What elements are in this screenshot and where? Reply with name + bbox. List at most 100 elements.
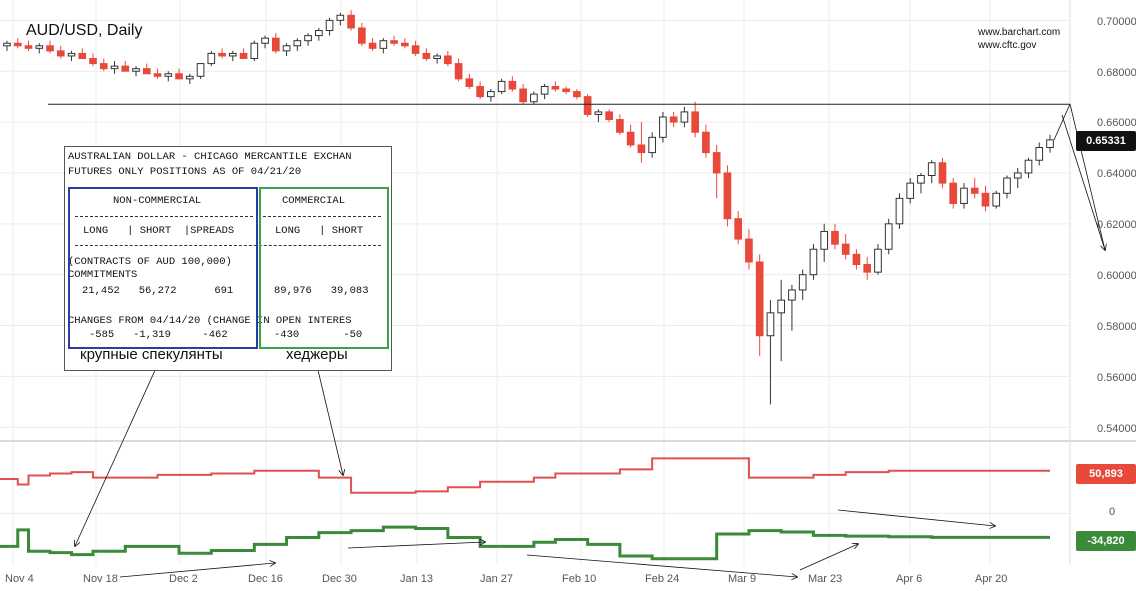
candle-body: [185, 75, 194, 80]
cot-report-panel: AUSTRALIAN DOLLAR - CHICAGO MERCANTILE E…: [64, 146, 392, 371]
price-tick: 0.56000: [1097, 372, 1136, 384]
cot-commercial-line: [0, 457, 1050, 494]
candle-body: [906, 182, 915, 199]
price-tick: 0.58000: [1097, 321, 1136, 333]
candle-body: [702, 131, 710, 154]
date-tick: Dec 16: [248, 573, 283, 585]
candle-body: [325, 19, 334, 32]
candle-body: [788, 289, 796, 301]
candle-body: [540, 85, 549, 95]
candle-body: [228, 52, 237, 57]
annotation-arrow: [75, 365, 158, 546]
candle-body: [476, 85, 484, 98]
candle-body: [336, 14, 345, 21]
candle-body: [874, 248, 882, 273]
annotation-arrow: [1069, 103, 1106, 251]
price-tick: 0.54000: [1097, 423, 1136, 435]
candle-body: [841, 243, 850, 255]
candle-body: [110, 65, 119, 70]
candle-body: [616, 119, 624, 133]
commercial-changes: -430 -50: [274, 329, 363, 341]
annotation-arrow: [1061, 114, 1105, 250]
candle-body: [508, 80, 517, 90]
candle-body: [884, 223, 893, 250]
candle-body: [530, 93, 538, 103]
candle-body: [1024, 159, 1033, 174]
price-tick: 0.64000: [1097, 168, 1136, 180]
candle-body: [293, 40, 302, 47]
date-tick: Feb 10: [562, 573, 597, 585]
price-tick: 0.70000: [1097, 16, 1136, 28]
date-tick: Dec 30: [322, 573, 357, 585]
source-cftc[interactable]: www.cftc.gov: [978, 40, 1037, 51]
candle-body: [175, 73, 183, 80]
candle-body: [626, 131, 635, 146]
annotation-arrow: [526, 554, 797, 577]
candle-body: [218, 52, 226, 57]
candle-body: [347, 14, 355, 29]
candle-body: [637, 144, 646, 154]
candle-body: [1035, 147, 1044, 161]
cot-zero-tick: 0: [1109, 506, 1116, 518]
candle-body: [422, 52, 431, 59]
candle-body: [1013, 172, 1022, 179]
candle-body: [35, 45, 44, 49]
candle-body: [132, 68, 140, 72]
candle-body: [863, 264, 872, 273]
candle-body: [712, 152, 721, 174]
annotation-arrow: [837, 509, 995, 526]
cot-header-line1: AUSTRALIAN DOLLAR - CHICAGO MERCANTILE E…: [68, 151, 352, 163]
date-tick: Mar 9: [728, 573, 757, 585]
candle-body: [153, 73, 162, 77]
candle-body: [895, 197, 904, 225]
candle-body: [680, 111, 689, 123]
last-price-badge: 0.65331: [1076, 131, 1136, 151]
annotation-arrow: [119, 563, 275, 578]
chart-title: AUD/USD, Daily: [26, 22, 143, 39]
candle-body: [605, 111, 613, 121]
candle-body: [766, 312, 775, 337]
candle-body: [497, 80, 506, 93]
candle-body: [89, 57, 97, 65]
candle-body: [745, 238, 753, 263]
candle-body: [401, 42, 409, 47]
date-tick: Mar 23: [808, 573, 843, 585]
candle-body: [13, 42, 22, 47]
noncommercial-changes: -585 -1,319 -462: [89, 329, 228, 341]
candle-body: [917, 174, 925, 184]
noncommercial-badge: -34,820: [1076, 531, 1136, 551]
divider: [263, 216, 381, 217]
annotation-arrow: [316, 365, 343, 475]
annotation-arrow: [1053, 103, 1071, 141]
candle-body: [551, 85, 560, 90]
candle-body: [358, 27, 366, 44]
candle-body: [411, 45, 420, 54]
candle-body: [949, 182, 958, 204]
cot-noncommercial-line: [0, 525, 1050, 561]
candle-body: [519, 88, 527, 103]
divider: [75, 245, 381, 246]
candle-body: [777, 299, 786, 314]
candle-body: [99, 63, 108, 70]
cot-header-line2: FUTURES ONLY POSITIONS AS OF 04/21/20: [68, 166, 302, 178]
candle-body: [970, 187, 979, 194]
candle-body: [734, 218, 743, 240]
commercial-heading: COMMERCIAL: [282, 195, 346, 207]
candle-body: [390, 40, 398, 44]
date-tick: Apr 6: [896, 573, 923, 585]
noncommercial-columns: LONG | SHORT |SPREADS: [83, 225, 235, 237]
candle-body: [196, 63, 205, 77]
candle-body: [454, 63, 463, 80]
candle-body: [271, 37, 280, 52]
candle-body: [583, 96, 592, 115]
annotation-arrow: [799, 544, 858, 571]
candle-body: [820, 230, 829, 250]
candle-body: [121, 65, 130, 72]
date-tick: Dec 2: [169, 573, 198, 585]
source-barchart[interactable]: www.barchart.com: [978, 27, 1061, 38]
commercial-columns: LONG | SHORT: [275, 225, 364, 237]
candle-body: [927, 162, 936, 176]
candle-body: [3, 42, 11, 47]
hedgers-caption: хеджеры: [286, 346, 348, 363]
